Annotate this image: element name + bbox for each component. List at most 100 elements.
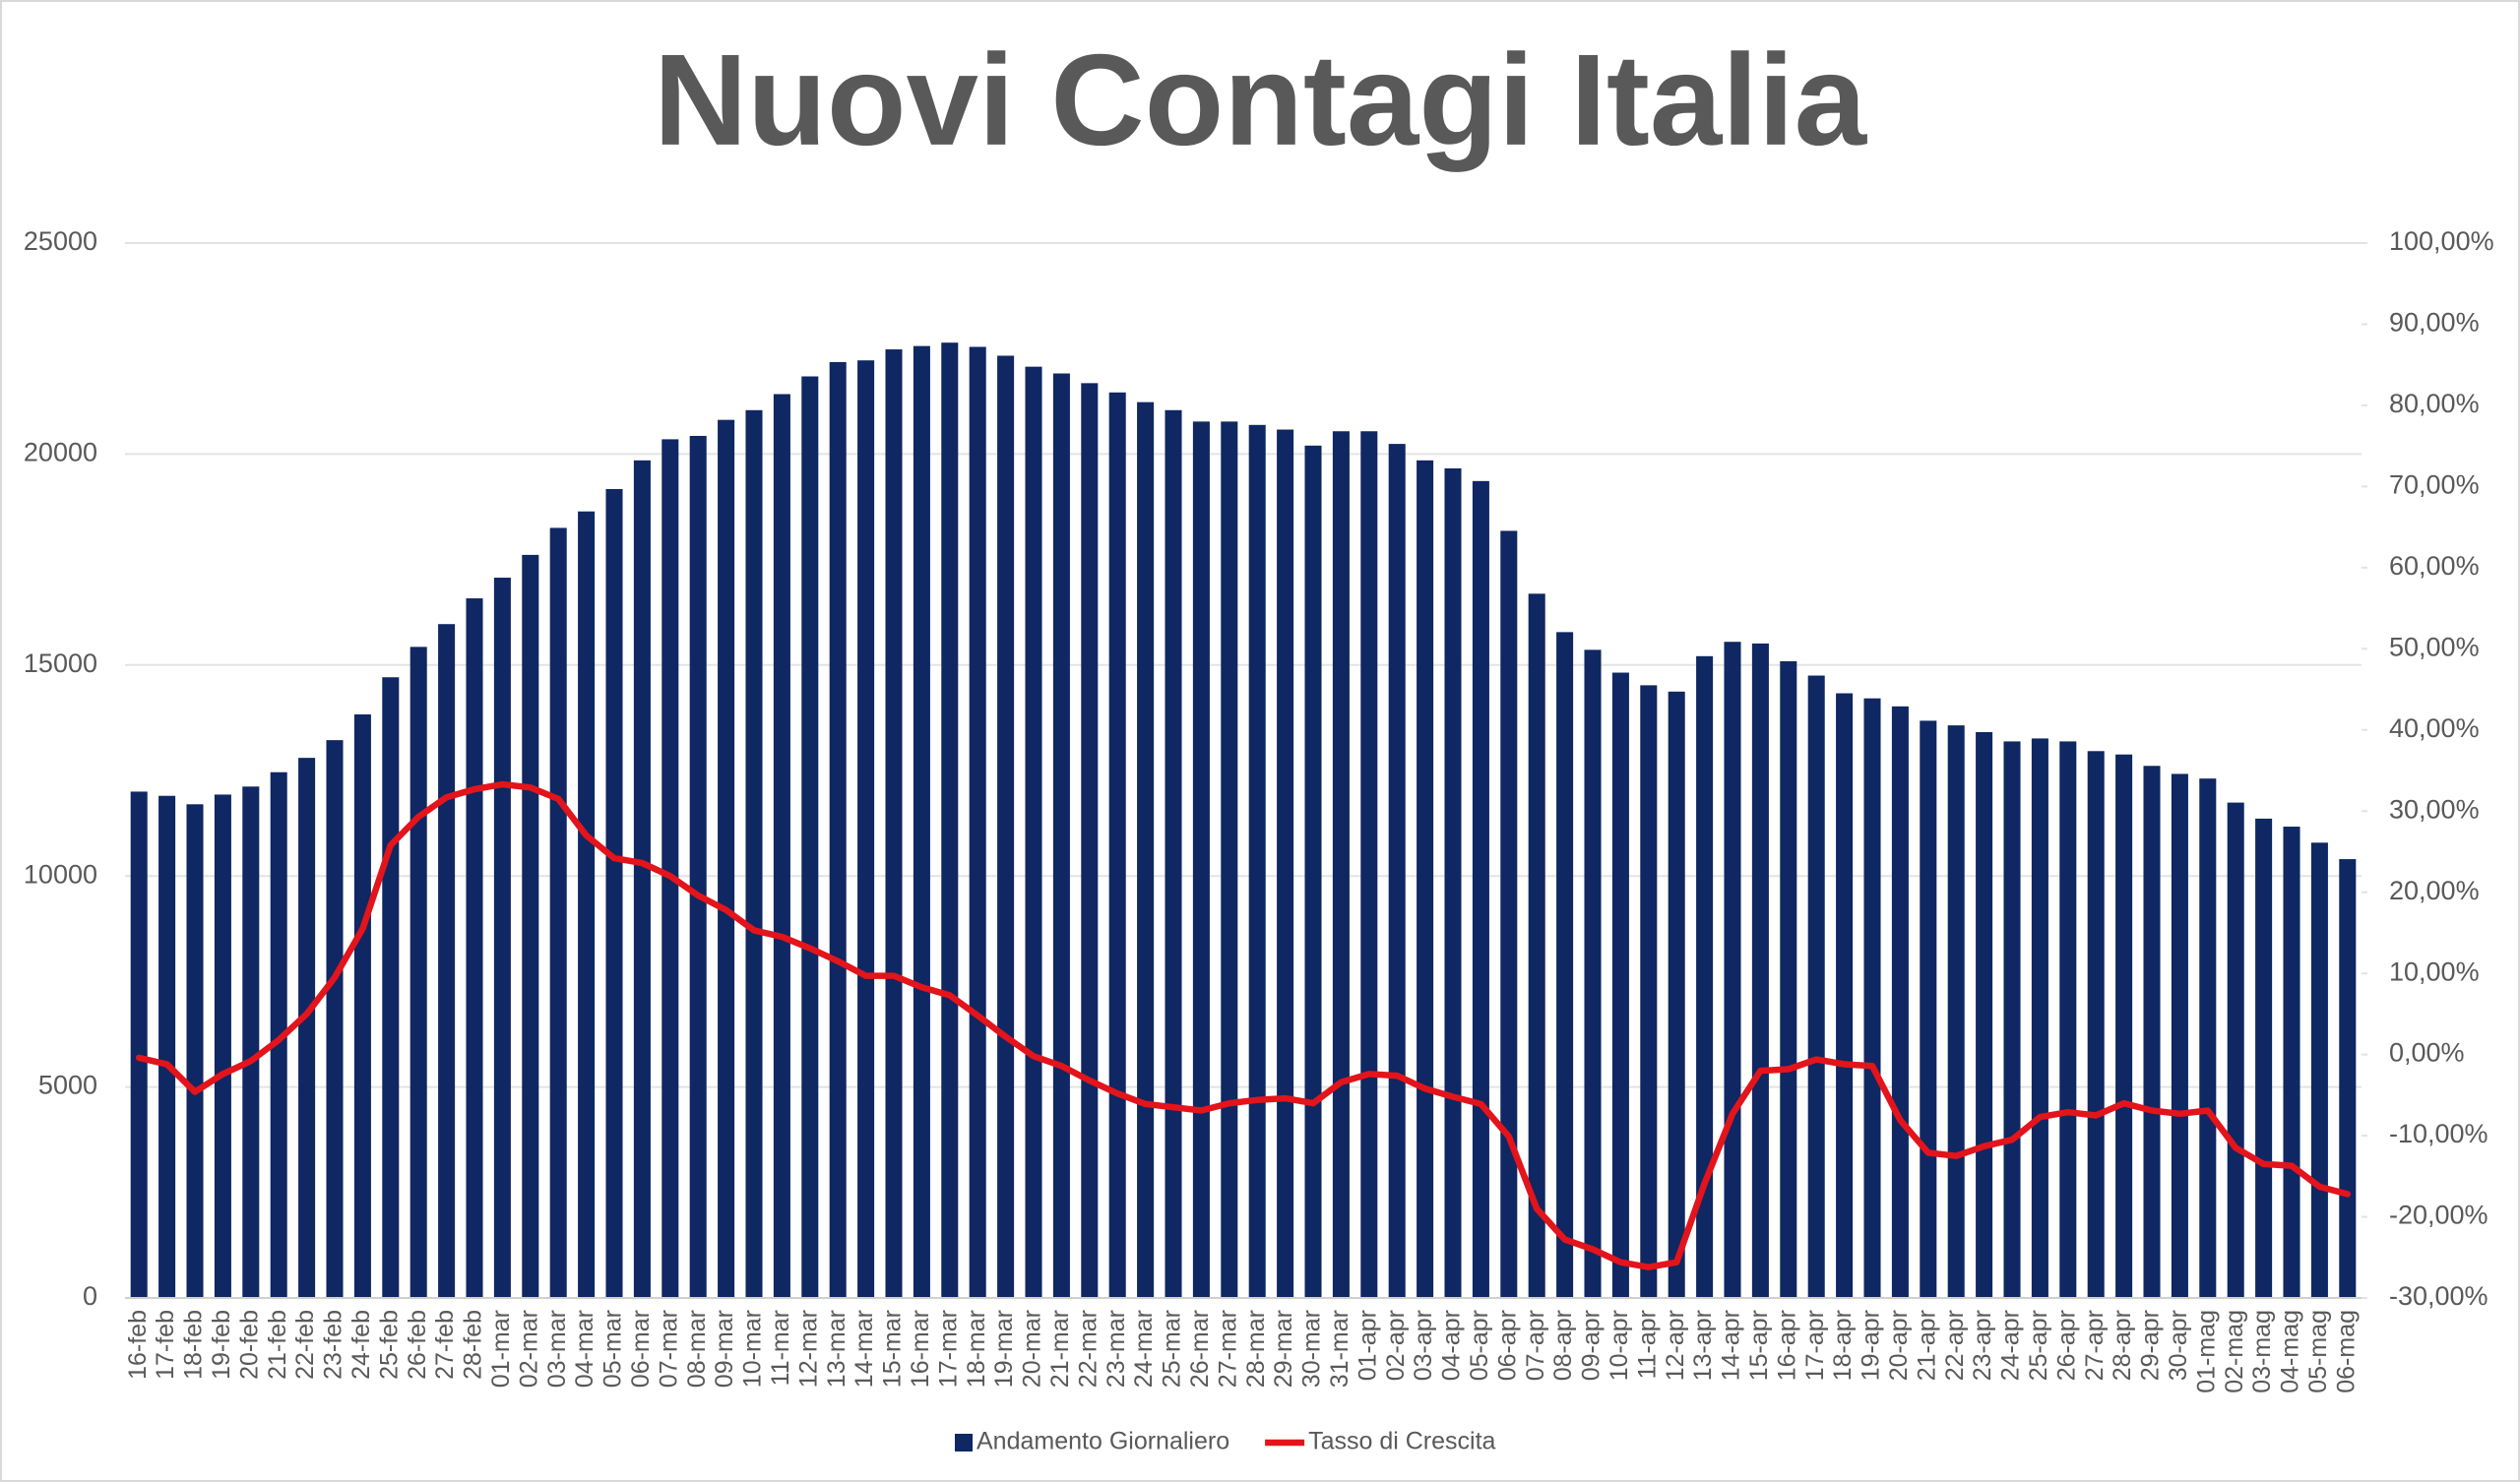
- bar: [1947, 725, 1965, 1298]
- bar: [242, 786, 260, 1298]
- bar: [1920, 720, 1937, 1298]
- bar: [1444, 467, 1462, 1298]
- bar: [1025, 366, 1042, 1298]
- x-tick-label: 13-mar: [823, 1310, 850, 1388]
- bar: [382, 677, 400, 1298]
- x-tick-label: 24-mar: [1130, 1310, 1158, 1388]
- x-tick-label: 27-feb: [431, 1310, 459, 1380]
- bar: [689, 435, 707, 1298]
- bar: [1724, 642, 1741, 1298]
- x-tick-label: 20-apr: [1885, 1310, 1913, 1381]
- bar: [857, 360, 875, 1298]
- x-tick-label: 12-mar: [794, 1310, 822, 1388]
- x-tick-label: 03-mar: [543, 1310, 571, 1388]
- x-tick-label: 16-feb: [124, 1310, 152, 1380]
- x-tick-label: 02-apr: [1382, 1310, 1410, 1381]
- x-tick-label: 04-mag: [2277, 1310, 2304, 1393]
- bar: [1780, 660, 1797, 1298]
- x-tick-label: 03-mag: [2248, 1310, 2276, 1393]
- y2-tick-label: 20,00%: [2389, 876, 2480, 905]
- bar: [885, 349, 903, 1298]
- y-tick-label: 20000: [24, 438, 97, 467]
- x-tick-label: 28-apr: [2109, 1310, 2136, 1381]
- bar: [438, 624, 456, 1298]
- bar: [214, 794, 231, 1298]
- bar: [1751, 643, 1769, 1298]
- bar: [1891, 706, 1909, 1298]
- bar: [1248, 424, 1266, 1298]
- x-tick-label: 31-mar: [1326, 1310, 1354, 1388]
- x-tick-label: 19-apr: [1858, 1310, 1885, 1381]
- x-tick-label: 27-apr: [2081, 1310, 2109, 1381]
- x-tick-label: 29-apr: [2137, 1310, 2165, 1381]
- y-tick-label: 15000: [24, 648, 97, 678]
- x-tick-label: 10-apr: [1606, 1310, 1633, 1381]
- y-tick-label: 5000: [38, 1071, 97, 1100]
- bar: [2255, 818, 2273, 1298]
- x-tick-label: 23-feb: [320, 1310, 347, 1380]
- bar: [829, 361, 847, 1298]
- bar: [353, 713, 371, 1298]
- bar: [158, 795, 176, 1298]
- bar: [745, 409, 763, 1298]
- x-tick-label: 10-mar: [739, 1310, 767, 1388]
- x-tick-label: 18-apr: [1829, 1310, 1857, 1381]
- x-tick-label: 09-apr: [1578, 1310, 1606, 1381]
- legend-swatch: [955, 1434, 973, 1451]
- bar: [773, 394, 790, 1299]
- bar: [1388, 444, 1406, 1299]
- bar: [2171, 773, 2188, 1298]
- x-tick-label: 07-apr: [1522, 1310, 1549, 1381]
- bar: [605, 488, 623, 1299]
- y2-tick-label: 10,00%: [2389, 957, 2480, 986]
- x-tick-label: 04-apr: [1438, 1310, 1466, 1381]
- bar: [270, 772, 287, 1298]
- x-tick-label: 17-apr: [1801, 1310, 1829, 1381]
- y2-tick-label: 90,00%: [2389, 308, 2480, 338]
- x-tick-label: 28-mar: [1242, 1310, 1270, 1388]
- bar: [941, 342, 959, 1299]
- bar: [1165, 409, 1182, 1298]
- x-tick-label: 08-mar: [683, 1310, 711, 1388]
- x-tick-label: 22-mar: [1074, 1310, 1102, 1388]
- y2-tick-label: 50,00%: [2389, 632, 2480, 661]
- bar: [1584, 649, 1602, 1298]
- x-tick-label: 21-feb: [264, 1310, 291, 1380]
- bar: [1976, 731, 1993, 1298]
- bar: [1108, 392, 1126, 1299]
- x-tick-label: 30-mar: [1298, 1310, 1326, 1388]
- bar: [662, 439, 679, 1299]
- x-tick-label: 01-mag: [2192, 1310, 2220, 1393]
- legend-label: Tasso di Crescita: [1308, 1428, 1495, 1455]
- bar: [1052, 373, 1070, 1298]
- bar: [1277, 429, 1294, 1298]
- x-tick-label: 16-mar: [907, 1310, 934, 1388]
- bar: [186, 804, 204, 1298]
- bar: [549, 527, 567, 1298]
- bar: [2339, 859, 2357, 1298]
- bar: [466, 598, 483, 1298]
- x-tick-label: 25-apr: [2025, 1310, 2052, 1381]
- y2-tick-label: -10,00%: [2389, 1119, 2488, 1148]
- x-tick-label: 04-mar: [571, 1310, 598, 1388]
- bar: [1528, 593, 1545, 1298]
- x-tick-label: 26-feb: [404, 1310, 431, 1380]
- bar: [1863, 698, 1881, 1298]
- x-tick-label: 06-mar: [627, 1310, 655, 1388]
- x-tick-label: 17-feb: [152, 1310, 179, 1380]
- bar: [2310, 842, 2328, 1298]
- bar: [1137, 401, 1155, 1298]
- x-tick-label: 05-mar: [599, 1310, 627, 1388]
- x-tick-label: 16-apr: [1773, 1310, 1800, 1381]
- x-tick-label: 26-mar: [1186, 1310, 1214, 1388]
- y2-tick-label: 0,00%: [2389, 1038, 2465, 1068]
- x-tick-label: 08-apr: [1549, 1310, 1577, 1381]
- bar: [1081, 383, 1099, 1299]
- x-tick-label: 03-apr: [1410, 1310, 1437, 1381]
- bar: [1696, 655, 1714, 1298]
- x-tick-label: 07-mar: [655, 1310, 682, 1388]
- x-tick-label: 06-mag: [2332, 1310, 2360, 1393]
- x-tick-label: 09-mar: [711, 1310, 738, 1388]
- x-tick-label: 19-feb: [208, 1310, 235, 1380]
- bar: [801, 376, 819, 1298]
